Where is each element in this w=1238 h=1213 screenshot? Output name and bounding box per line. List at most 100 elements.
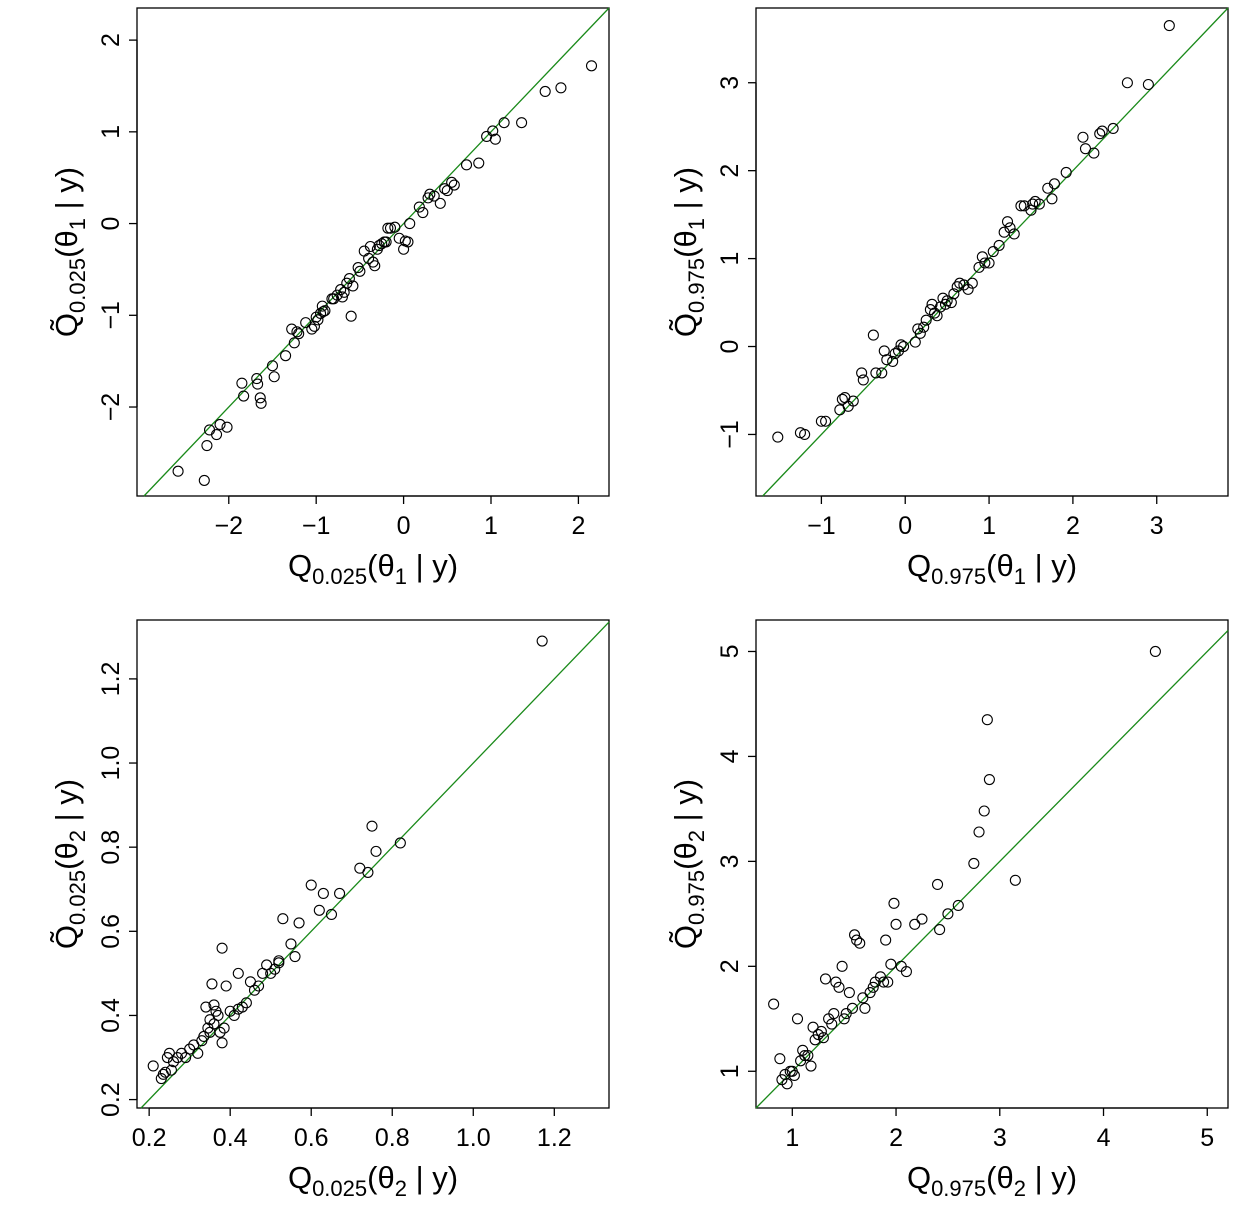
- y-tick-label: −2: [97, 393, 125, 422]
- x-axis-title-sub: 0.025: [312, 564, 367, 589]
- x-tick-label: 5: [1200, 1124, 1214, 1152]
- data-point: [1077, 131, 1089, 143]
- y-tick-label: 0.2: [97, 1082, 125, 1117]
- x-tick-label: −1: [302, 512, 331, 540]
- data-point: [159, 1066, 171, 1078]
- data-point: [487, 125, 499, 137]
- data-point: [336, 291, 348, 303]
- x-axis-title-tail: | y): [1026, 1160, 1077, 1195]
- y-axis-title-sub2: 1: [65, 218, 90, 230]
- data-point: [836, 960, 848, 972]
- y-axis-title-tail: | y): [668, 167, 703, 218]
- data-point: [236, 377, 248, 389]
- data-point: [918, 321, 930, 333]
- data-point: [331, 289, 343, 301]
- data-point: [857, 992, 869, 1004]
- data-point: [1008, 228, 1020, 240]
- identity-line: [140, 621, 610, 1109]
- y-tick-label: 1: [716, 1064, 744, 1078]
- data-point: [345, 310, 357, 322]
- data-point: [228, 1009, 240, 1021]
- y-tick-label: 1.2: [97, 662, 125, 697]
- data-point: [313, 904, 325, 916]
- data-point: [833, 981, 845, 993]
- data-point: [147, 1060, 159, 1072]
- data-point: [216, 942, 228, 954]
- data-point: [942, 908, 954, 920]
- data-point: [805, 1060, 817, 1072]
- y-axis-title-sub2: 1: [684, 218, 709, 230]
- x-axis-title-tail: | y): [407, 548, 458, 583]
- x-axis-title: Q0.025(θ1 | y): [288, 548, 458, 589]
- data-point: [929, 307, 941, 319]
- data-point: [909, 918, 921, 930]
- data-point: [382, 222, 394, 234]
- data-point: [251, 373, 263, 385]
- data-point: [402, 236, 414, 248]
- data-point: [772, 431, 784, 443]
- data-point: [389, 221, 401, 233]
- data-point: [343, 273, 355, 285]
- x-axis-title-rest: (θ: [367, 1160, 395, 1195]
- data-point: [1142, 78, 1154, 91]
- data-point: [1048, 178, 1061, 190]
- data-point: [885, 958, 897, 970]
- x-axis-title: Q0.025(θ2 | y): [288, 1160, 458, 1201]
- data-point: [446, 176, 458, 188]
- data-point: [305, 879, 317, 891]
- y-tick-label: −1: [716, 420, 744, 449]
- data-point: [962, 283, 974, 295]
- data-point: [774, 1053, 786, 1065]
- data-point: [255, 397, 267, 409]
- data-point: [1025, 204, 1037, 216]
- data-point: [1088, 147, 1100, 159]
- x-tick-label: 1.2: [537, 1124, 572, 1152]
- plot-frame: [136, 619, 610, 1109]
- data-point: [364, 240, 376, 253]
- x-axis-title: Q0.975(θ2 | y): [907, 1160, 1077, 1201]
- data-point: [867, 981, 879, 993]
- data-point: [916, 913, 928, 925]
- x-axis-title-main: Q: [288, 548, 312, 583]
- data-point: [900, 966, 912, 978]
- y-axis-title: Q̃0.025(θ2 | y): [49, 779, 90, 949]
- data-point: [802, 1049, 814, 1062]
- x-axis-title-rest: (θ: [986, 548, 1014, 583]
- data-point: [201, 439, 213, 452]
- data-point: [319, 305, 331, 317]
- data-point: [216, 1037, 228, 1049]
- x-tick-label: 0.4: [213, 1124, 248, 1152]
- data-point: [1060, 166, 1072, 178]
- data-point: [539, 85, 551, 98]
- data-point: [968, 857, 980, 870]
- data-point: [325, 908, 338, 921]
- x-axis-title-rest: (θ: [367, 548, 395, 583]
- data-point: [867, 329, 879, 341]
- data-point: [864, 987, 876, 999]
- data-point: [288, 337, 300, 349]
- y-axis-title-sub: 0.975: [684, 870, 709, 925]
- x-tick-label: 0: [397, 512, 411, 540]
- x-tick-label: 1: [982, 512, 996, 540]
- y-tick-label: 0: [97, 217, 125, 231]
- data-point: [817, 1032, 829, 1044]
- data-point: [220, 980, 232, 992]
- data-point: [1027, 198, 1039, 210]
- y-tick-label: 1.0: [97, 746, 125, 781]
- data-point: [585, 60, 598, 72]
- data-point: [214, 1026, 226, 1038]
- data-point: [931, 878, 944, 891]
- data-point: [1009, 874, 1021, 886]
- data-point: [914, 327, 926, 339]
- data-point: [934, 924, 946, 936]
- x-axis-title-sub: 0.975: [931, 1176, 986, 1201]
- x-tick-label: 2: [889, 1124, 903, 1152]
- data-point: [289, 951, 301, 963]
- data-point: [214, 418, 226, 431]
- data-point: [1046, 193, 1058, 205]
- data-point: [1096, 125, 1108, 137]
- data-point: [781, 1078, 793, 1090]
- data-point: [948, 288, 960, 300]
- data-point: [887, 355, 899, 368]
